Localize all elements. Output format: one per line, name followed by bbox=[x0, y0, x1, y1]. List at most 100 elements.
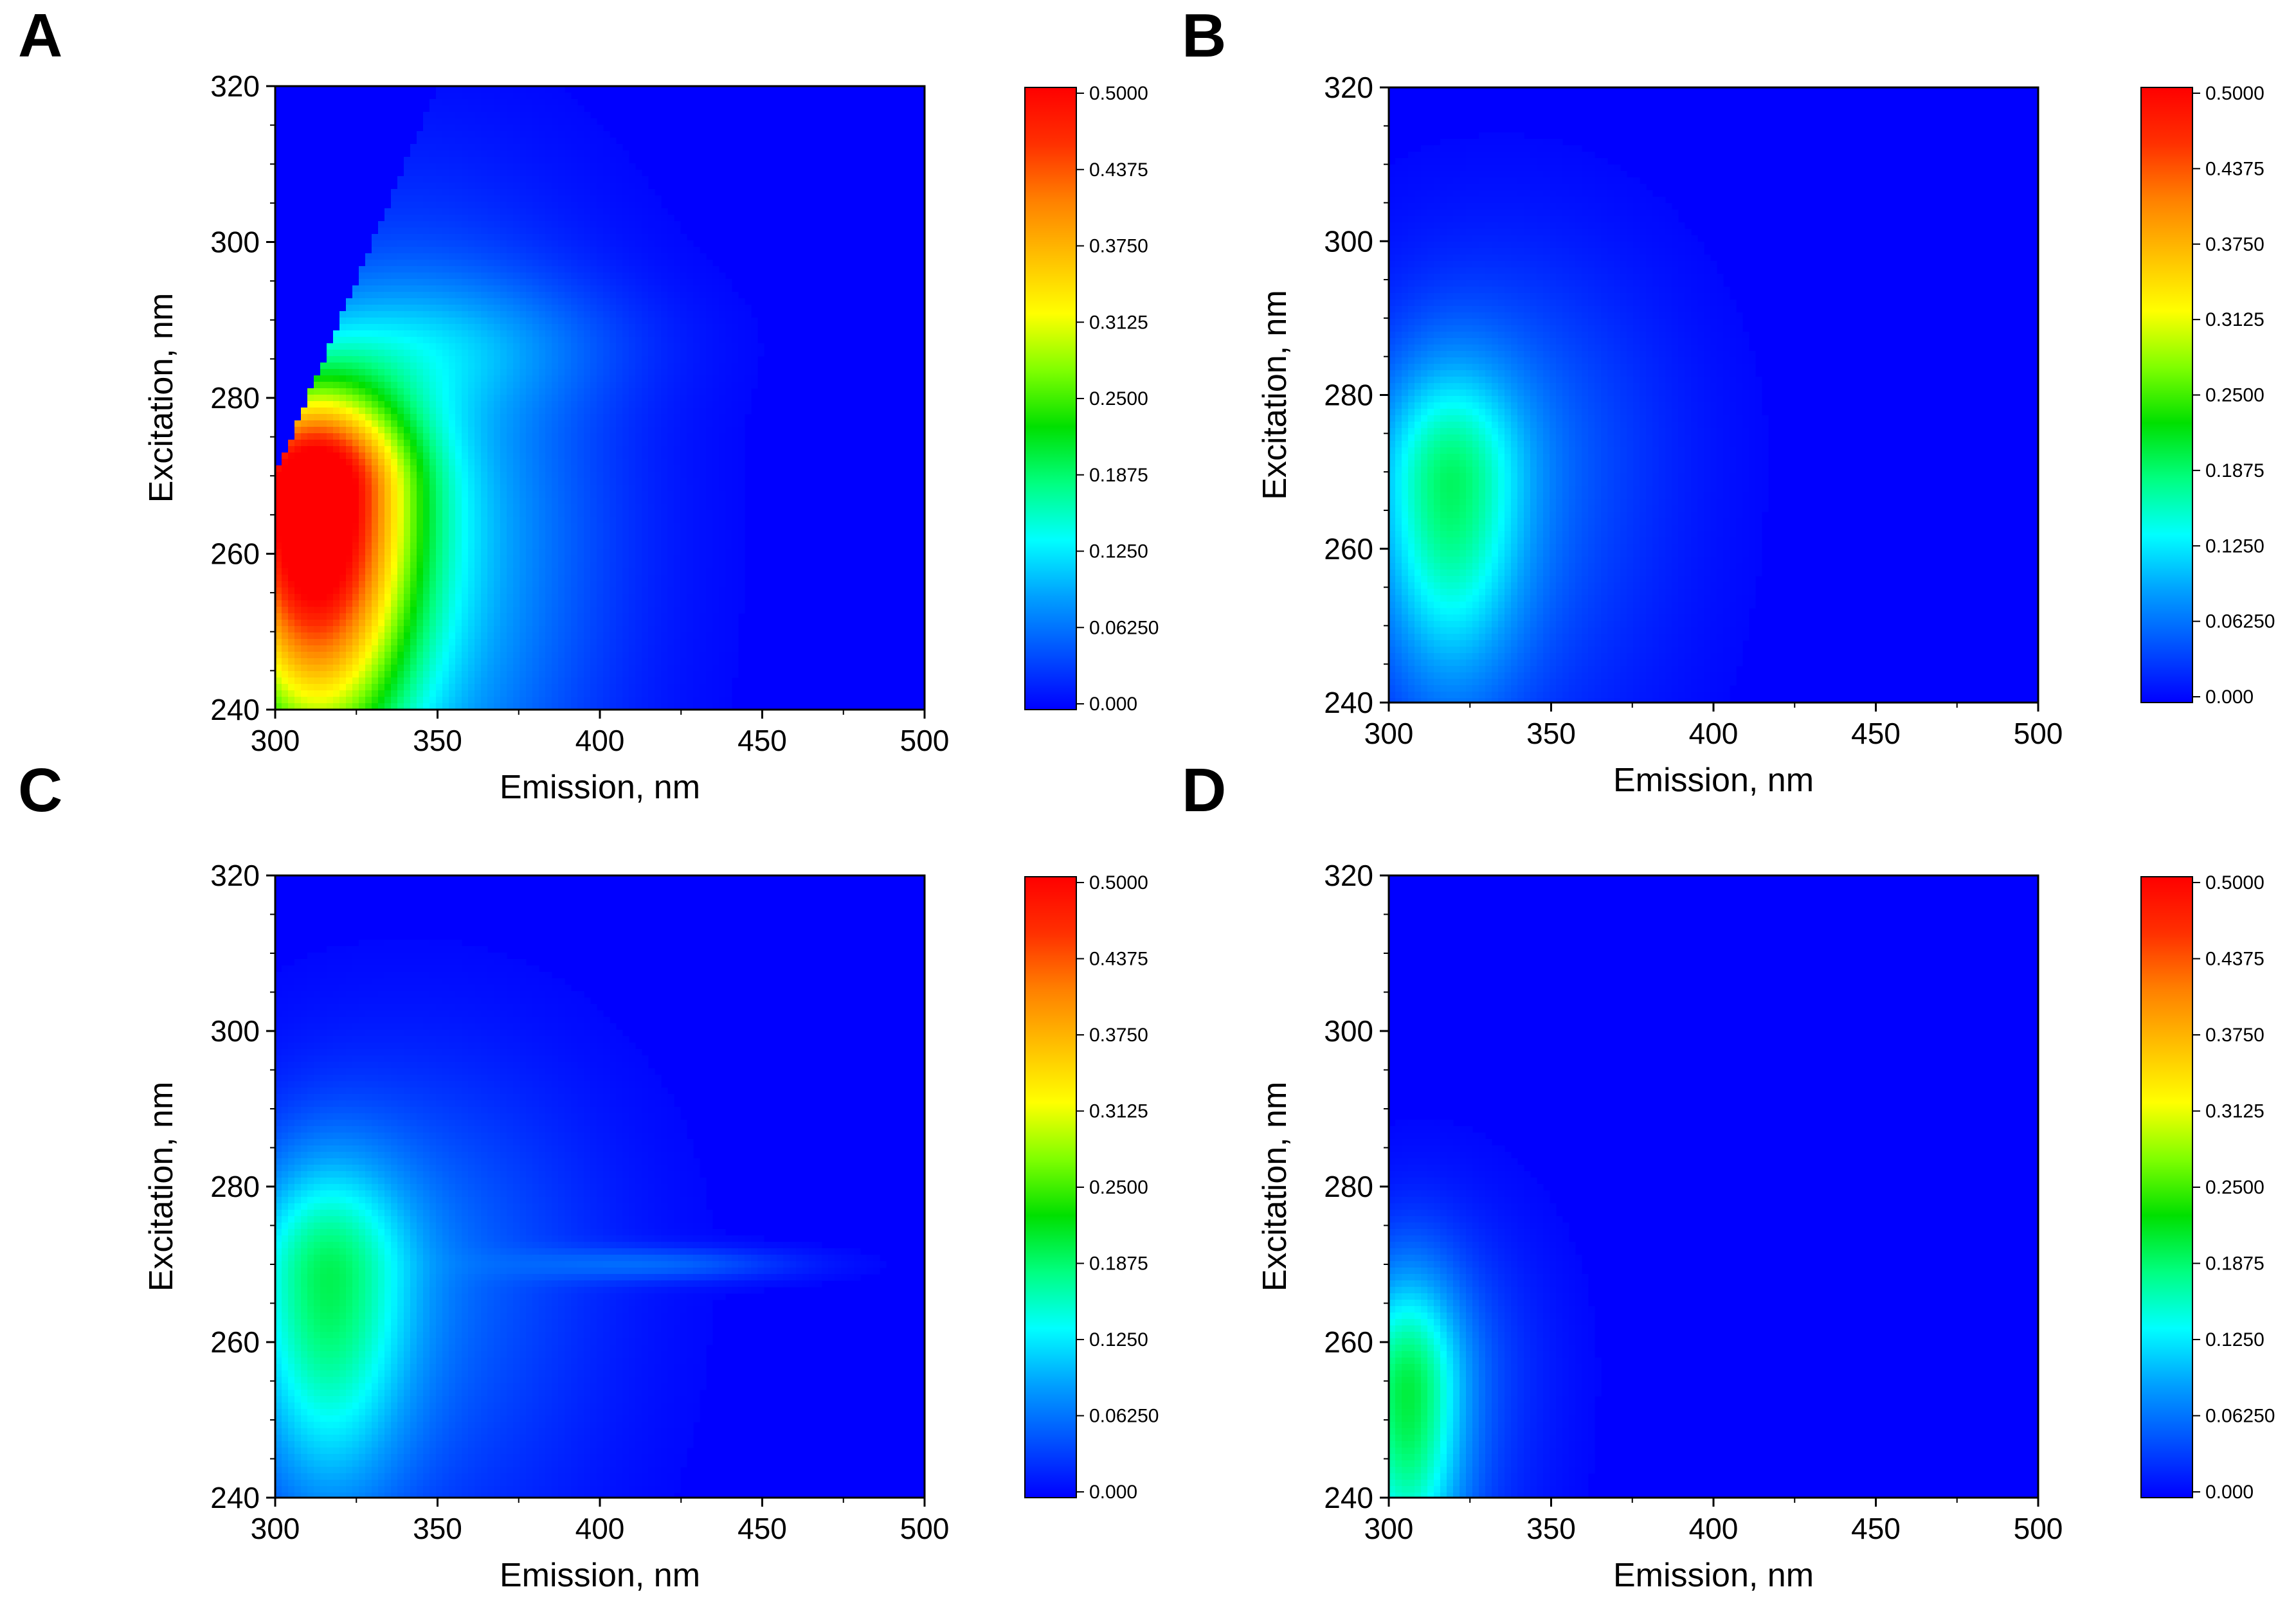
heatmap-cell bbox=[494, 530, 501, 537]
heatmap-cell bbox=[455, 330, 462, 337]
heatmap-cell bbox=[359, 433, 366, 440]
heatmap-cell bbox=[616, 375, 623, 382]
heatmap-cell bbox=[391, 523, 398, 530]
heatmap-cell bbox=[590, 523, 597, 530]
heatmap-cell bbox=[487, 498, 494, 505]
heatmap-cell bbox=[487, 562, 494, 569]
heatmap-cell bbox=[475, 118, 482, 125]
heatmap-cell bbox=[635, 555, 642, 562]
heatmap-cell bbox=[359, 369, 366, 376]
heatmap-cell bbox=[397, 330, 404, 337]
heatmap-cell bbox=[391, 382, 398, 389]
heatmap-cell bbox=[500, 620, 507, 627]
heatmap-cell bbox=[526, 343, 533, 350]
heatmap-cell bbox=[590, 215, 597, 222]
heatmap-cell bbox=[661, 498, 668, 505]
heatmap-cell bbox=[423, 620, 430, 627]
heatmap-cell bbox=[417, 311, 424, 318]
heatmap-cell bbox=[391, 420, 398, 427]
heatmap-cell bbox=[500, 626, 507, 633]
heatmap-cell bbox=[648, 555, 655, 562]
heatmap-cell bbox=[603, 587, 610, 595]
heatmap-cell bbox=[481, 382, 488, 389]
heatmap-cell bbox=[442, 105, 449, 112]
heatmap-cell bbox=[288, 485, 295, 492]
heatmap-cell bbox=[429, 343, 437, 350]
heatmap-cell bbox=[436, 279, 443, 286]
heatmap-cell bbox=[442, 517, 449, 524]
heatmap-cell bbox=[333, 594, 340, 601]
heatmap-cell bbox=[513, 504, 520, 511]
heatmap-cell bbox=[455, 324, 462, 331]
heatmap-cell bbox=[642, 356, 649, 363]
heatmap-cell bbox=[455, 453, 462, 460]
heatmap-cell bbox=[674, 453, 681, 460]
heatmap-cell bbox=[712, 555, 719, 562]
heatmap-cell bbox=[629, 440, 636, 447]
heatmap-cell bbox=[565, 523, 572, 530]
heatmap-cell bbox=[455, 568, 462, 575]
heatmap-cell bbox=[603, 279, 610, 286]
heatmap-cell bbox=[494, 266, 501, 273]
heatmap-cell bbox=[552, 453, 559, 460]
heatmap-cell bbox=[597, 318, 604, 325]
heatmap-cell bbox=[487, 240, 494, 247]
heatmap-cell bbox=[603, 523, 610, 530]
heatmap-cell bbox=[571, 144, 578, 151]
heatmap-cell bbox=[449, 273, 456, 280]
heatmap-cell bbox=[610, 253, 617, 260]
heatmap-cell bbox=[417, 581, 424, 588]
heatmap-cell bbox=[732, 324, 739, 331]
heatmap-cell bbox=[404, 620, 411, 627]
heatmap-cell bbox=[738, 478, 745, 485]
heatmap-cell bbox=[513, 189, 520, 196]
heatmap-cell bbox=[545, 208, 552, 215]
heatmap-cell bbox=[442, 163, 449, 170]
heatmap-cell bbox=[397, 221, 404, 228]
heatmap-cell bbox=[532, 414, 539, 421]
heatmap-cell bbox=[307, 530, 314, 537]
heatmap-cell bbox=[429, 305, 437, 312]
heatmap-cell bbox=[552, 395, 559, 402]
heatmap-cell bbox=[558, 369, 565, 376]
heatmap-cell bbox=[597, 414, 604, 421]
heatmap-cell bbox=[282, 472, 289, 479]
heatmap-cell bbox=[539, 112, 546, 119]
heatmap-cell bbox=[475, 375, 482, 382]
heatmap-cell bbox=[712, 311, 719, 318]
heatmap-cell bbox=[475, 150, 482, 157]
heatmap-cell bbox=[339, 613, 347, 620]
heatmap-cell bbox=[732, 504, 739, 511]
heatmap-cell bbox=[294, 440, 302, 447]
heatmap-cell bbox=[687, 440, 694, 447]
heatmap-cell bbox=[700, 510, 707, 517]
heatmap-cell bbox=[539, 150, 546, 157]
heatmap-cell bbox=[655, 228, 662, 235]
heatmap-cell bbox=[738, 433, 745, 440]
heatmap-cell bbox=[475, 105, 482, 112]
heatmap-cell bbox=[565, 350, 572, 357]
heatmap-cell bbox=[539, 555, 546, 562]
heatmap-cell bbox=[359, 542, 366, 550]
heatmap-cell bbox=[429, 498, 437, 505]
heatmap-cell bbox=[481, 581, 488, 588]
heatmap-cell bbox=[468, 311, 475, 318]
heatmap-cell bbox=[584, 395, 591, 402]
heatmap-cell bbox=[700, 356, 707, 363]
heatmap-cell bbox=[359, 485, 366, 492]
heatmap-cell bbox=[520, 363, 527, 370]
heatmap-cell bbox=[693, 581, 700, 588]
heatmap-cell bbox=[487, 395, 494, 402]
heatmap-cell bbox=[417, 620, 424, 627]
heatmap-cell bbox=[372, 401, 379, 408]
heatmap-cell bbox=[622, 607, 629, 614]
heatmap-cell bbox=[500, 176, 507, 183]
heatmap-cell bbox=[706, 305, 713, 312]
heatmap-cell bbox=[706, 453, 713, 460]
heatmap-cell bbox=[597, 420, 604, 427]
heatmap-cell bbox=[667, 330, 674, 337]
heatmap-cell bbox=[584, 523, 591, 530]
heatmap-cell bbox=[732, 427, 739, 434]
heatmap-cell bbox=[333, 369, 340, 376]
heatmap-cell bbox=[584, 240, 591, 247]
